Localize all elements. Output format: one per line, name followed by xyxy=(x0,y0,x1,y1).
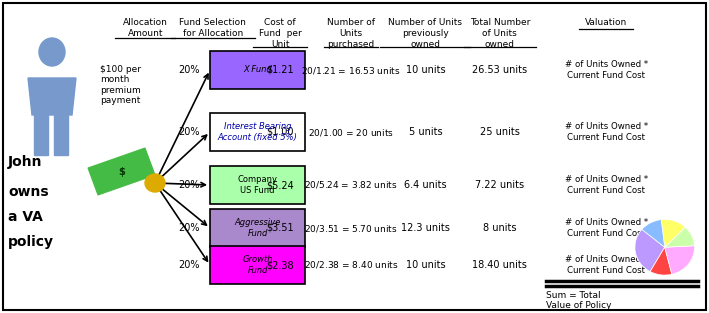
Text: 18.40 units: 18.40 units xyxy=(472,260,527,270)
Wedge shape xyxy=(665,227,694,247)
Text: $5.24: $5.24 xyxy=(266,180,294,190)
Text: Aggressive
Fund: Aggressive Fund xyxy=(234,218,281,238)
Text: $100 per
month
premium
payment: $100 per month premium payment xyxy=(100,65,141,105)
Text: $20/$1.21 = 16.53 units: $20/$1.21 = 16.53 units xyxy=(301,64,401,75)
Wedge shape xyxy=(650,247,672,275)
Text: X Fund: X Fund xyxy=(243,65,272,74)
Text: # of Units Owned *
Current Fund Cost: # of Units Owned * Current Fund Cost xyxy=(564,60,648,80)
Text: policy: policy xyxy=(8,235,54,249)
Wedge shape xyxy=(642,220,665,247)
Ellipse shape xyxy=(145,174,165,192)
Text: Sum = Total
Value of Policy: Sum = Total Value of Policy xyxy=(546,291,611,310)
Text: Company
US Fund: Company US Fund xyxy=(238,175,277,195)
Polygon shape xyxy=(28,78,76,115)
Text: $20/$5.24 = 3.82 units: $20/$5.24 = 3.82 units xyxy=(304,179,398,191)
Text: Total Number
of Units
owned: Total Number of Units owned xyxy=(469,18,530,49)
Bar xyxy=(210,113,305,151)
Text: $1.00: $1.00 xyxy=(267,127,294,137)
Text: $20/$2.38 = 8.40 units: $20/$2.38 = 8.40 units xyxy=(303,259,398,270)
Text: Cost of
Fund  per
Unit: Cost of Fund per Unit xyxy=(259,18,301,49)
Text: $1.21: $1.21 xyxy=(267,65,294,75)
Text: 6.4 units: 6.4 units xyxy=(404,180,447,190)
Text: 26.53 units: 26.53 units xyxy=(472,65,527,75)
Text: Growth
Fund: Growth Fund xyxy=(242,255,273,275)
Text: a VA: a VA xyxy=(8,210,43,224)
Bar xyxy=(34,115,48,155)
Text: 20%: 20% xyxy=(179,223,200,233)
Text: # of Units Owned *
Current Fund Cost: # of Units Owned * Current Fund Cost xyxy=(564,122,648,142)
Text: # of Units Owned *
Current Fund Cost: # of Units Owned * Current Fund Cost xyxy=(564,175,648,195)
Wedge shape xyxy=(665,246,694,274)
Text: 10 units: 10 units xyxy=(406,260,445,270)
Text: Allocation
Amount: Allocation Amount xyxy=(123,18,168,38)
Wedge shape xyxy=(661,219,685,247)
Text: 10 units: 10 units xyxy=(406,65,445,75)
Text: 7.22 units: 7.22 units xyxy=(475,180,525,190)
Text: # of Units Owned *
Current Fund Cost: # of Units Owned * Current Fund Cost xyxy=(564,255,648,275)
Text: Valuation: Valuation xyxy=(585,18,627,27)
Text: 5 units: 5 units xyxy=(408,127,442,137)
Text: $: $ xyxy=(118,167,125,177)
Text: Number of Units
previously
owned: Number of Units previously owned xyxy=(389,18,462,49)
Bar xyxy=(210,246,305,284)
Text: owns: owns xyxy=(8,185,49,199)
Text: John: John xyxy=(8,155,43,169)
Text: 20%: 20% xyxy=(179,260,200,270)
Bar xyxy=(210,166,305,204)
Text: Interest Bearing
Account (fixed 5%): Interest Bearing Account (fixed 5%) xyxy=(218,122,298,142)
Polygon shape xyxy=(88,148,155,195)
Text: Fund Selection
for Allocation: Fund Selection for Allocation xyxy=(179,18,246,38)
Text: 20%: 20% xyxy=(179,65,200,75)
Text: 20%: 20% xyxy=(179,127,200,137)
Text: 20%: 20% xyxy=(179,180,200,190)
Text: $2.38: $2.38 xyxy=(267,260,294,270)
Bar xyxy=(54,115,68,155)
Text: $20/$1.00 = 20 units: $20/$1.00 = 20 units xyxy=(308,126,393,137)
Ellipse shape xyxy=(39,38,65,66)
Text: # of Units Owned *
Current Fund Cost: # of Units Owned * Current Fund Cost xyxy=(564,218,648,238)
Text: 8 units: 8 units xyxy=(483,223,517,233)
Text: Number of
Units
purchased: Number of Units purchased xyxy=(327,18,375,49)
Text: 12.3 units: 12.3 units xyxy=(401,223,450,233)
Text: $20/$3.51 = 5.70 units: $20/$3.51 = 5.70 units xyxy=(304,223,398,233)
Wedge shape xyxy=(635,229,665,272)
Text: 25 units: 25 units xyxy=(480,127,520,137)
Bar xyxy=(210,209,305,247)
Text: $3.51: $3.51 xyxy=(267,223,294,233)
Bar xyxy=(210,51,305,89)
